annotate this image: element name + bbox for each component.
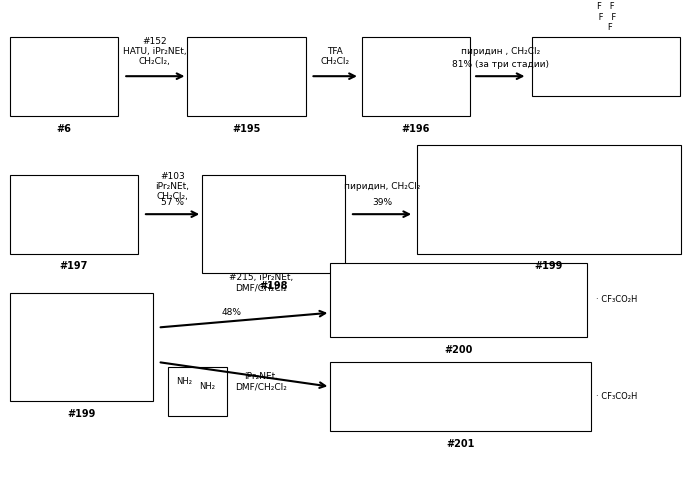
FancyBboxPatch shape (330, 362, 591, 431)
Text: 57 %: 57 % (161, 198, 184, 207)
Text: TFA
CH₂Cl₂: TFA CH₂Cl₂ (321, 47, 350, 66)
Text: #103
iPr₂NEt,
CH₂Cl₂,: #103 iPr₂NEt, CH₂Cl₂, (155, 172, 189, 202)
Text: #152
HATU, iPr₂NEt,
CH₂Cl₂,: #152 HATU, iPr₂NEt, CH₂Cl₂, (123, 36, 187, 66)
Text: 48%: 48% (221, 308, 242, 317)
Text: #197: #197 (60, 262, 88, 272)
Text: #198: #198 (260, 281, 288, 291)
Text: #201: #201 (447, 439, 475, 449)
Text: iPr₂NEt,
DMF/CH₂Cl₂: iPr₂NEt, DMF/CH₂Cl₂ (235, 372, 287, 392)
Text: #199: #199 (67, 410, 96, 420)
Text: #199: #199 (535, 262, 564, 272)
FancyBboxPatch shape (10, 293, 153, 402)
Text: · CF₃CO₂H: · CF₃CO₂H (596, 392, 638, 401)
Text: F   F
 F   F
   F: F F F F F (596, 2, 616, 32)
FancyBboxPatch shape (187, 37, 305, 116)
Text: #200: #200 (444, 346, 473, 356)
Text: 81% (за три стадии): 81% (за три стадии) (452, 60, 549, 69)
Text: #215, iPr₂NEt,
DMF/CH₂Cl₂: #215, iPr₂NEt, DMF/CH₂Cl₂ (229, 274, 294, 293)
Text: 39%: 39% (373, 198, 393, 207)
FancyBboxPatch shape (532, 37, 680, 96)
Text: пиридин, CH₂Cl₂: пиридин, CH₂Cl₂ (344, 182, 421, 191)
FancyBboxPatch shape (362, 37, 471, 116)
FancyBboxPatch shape (202, 175, 345, 274)
FancyBboxPatch shape (417, 145, 681, 254)
FancyBboxPatch shape (168, 367, 227, 416)
Text: NH₂: NH₂ (199, 382, 215, 391)
Text: #195: #195 (232, 124, 261, 134)
Text: #196: #196 (402, 124, 430, 134)
FancyBboxPatch shape (330, 264, 586, 338)
Text: · CF₃CO₂H: · CF₃CO₂H (596, 296, 638, 304)
FancyBboxPatch shape (10, 37, 119, 116)
Text: #6: #6 (57, 124, 71, 134)
Text: пиридин , CH₂Cl₂: пиридин , CH₂Cl₂ (461, 47, 541, 56)
Text: NH₂: NH₂ (176, 377, 192, 386)
FancyBboxPatch shape (10, 175, 138, 254)
